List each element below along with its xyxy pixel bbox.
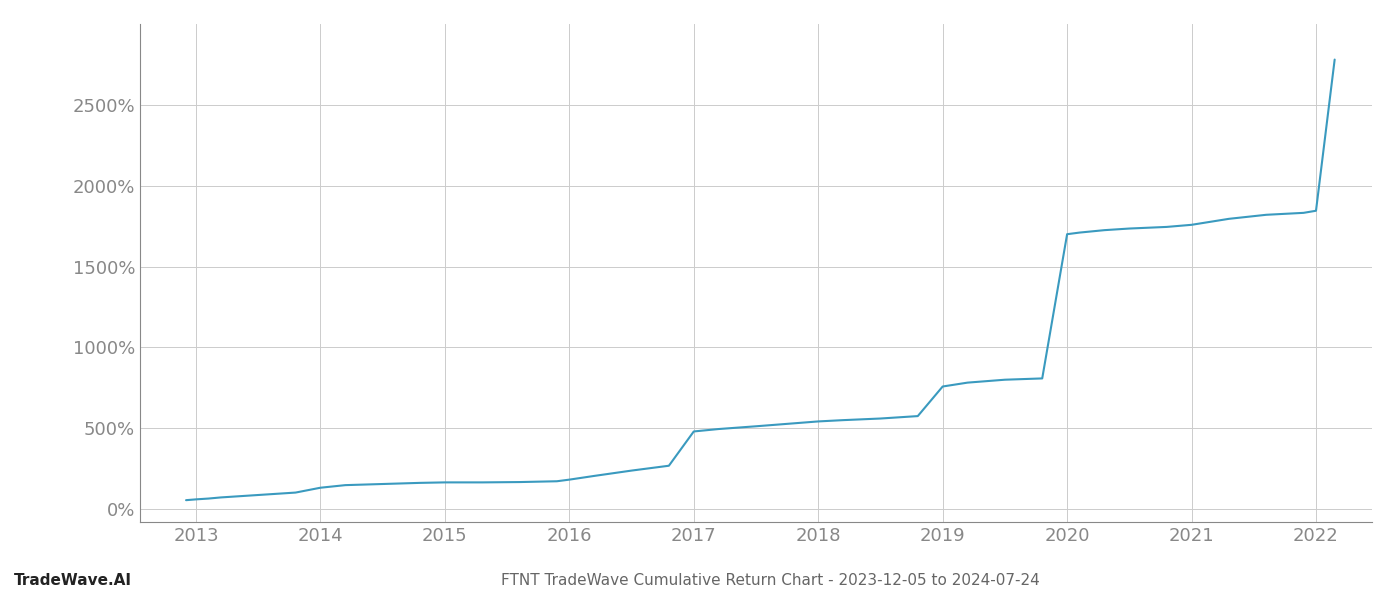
Text: TradeWave.AI: TradeWave.AI xyxy=(14,573,132,588)
Text: FTNT TradeWave Cumulative Return Chart - 2023-12-05 to 2024-07-24: FTNT TradeWave Cumulative Return Chart -… xyxy=(501,573,1039,588)
